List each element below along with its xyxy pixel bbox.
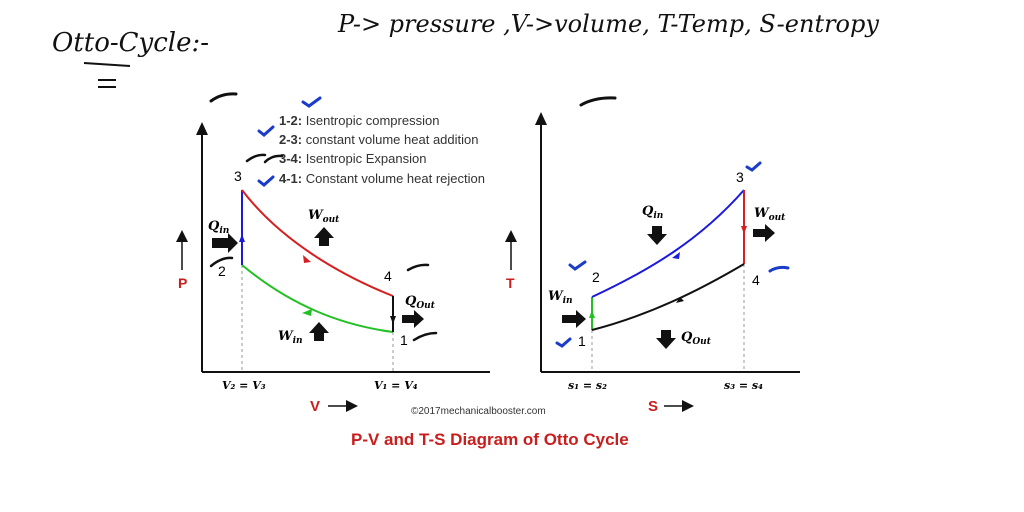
ts-point-4: 4 [752, 272, 760, 288]
ts-heat-addition-curve [591, 189, 745, 298]
pv-point-1: 1 [400, 332, 408, 348]
ts-expansion-arrow [741, 226, 747, 234]
annotation-check [568, 260, 587, 271]
ts-tick-right: s₃ = s₄ [724, 379, 763, 392]
pv-q-in-arrow [212, 233, 238, 253]
pv-tick-right: V₁ = V₄ [374, 379, 418, 392]
pv-q-in-label: Qin [208, 219, 229, 236]
ts-point-1: 1 [578, 333, 586, 349]
ts-tick-left: s₁ = s₂ [568, 379, 607, 392]
pv-w-out-arrow [314, 227, 334, 246]
handwritten-title: Otto-Cycle:- [52, 28, 210, 58]
annotation-check [257, 125, 275, 137]
pv-w-out-label: Wout [308, 208, 340, 225]
diagram-caption: P-V and T-S Diagram of Otto Cycle [351, 430, 629, 449]
pv-x-axis-label: V [310, 398, 320, 415]
ts-w-in-arrow [562, 310, 586, 328]
ts-point-2: 2 [592, 269, 600, 285]
pv-w-in-label: Win [278, 329, 303, 346]
ts-diagram: 1 2 3 4 T S s₁ = s₂ s₃ = s₄ Qin Wout QOu… [505, 112, 800, 415]
annotation-dash [209, 256, 234, 268]
annotation-check [768, 265, 790, 273]
title-underline [83, 62, 131, 67]
ts-q-out-arrow [656, 330, 676, 349]
annotation-dash [579, 96, 617, 107]
pv-point-2: 2 [218, 263, 226, 279]
annotation-dash [209, 92, 238, 103]
ts-point-3: 3 [736, 169, 744, 185]
annotation-check [745, 161, 762, 172]
annotation-check [301, 96, 322, 108]
pv-y-axis-label: P [178, 275, 187, 291]
pv-point-3: 3 [234, 168, 242, 184]
ts-heat-rejection-arrow [676, 297, 684, 303]
copyright-text: ©2017mechanicalbooster.com [411, 406, 546, 417]
pv-q-out-label: QOut [405, 294, 436, 311]
ts-x-axis-label: S [648, 398, 658, 415]
title-double-underline [98, 79, 116, 88]
ts-q-in-arrow [647, 226, 667, 245]
pv-y-arrowhead [196, 122, 208, 135]
pv-q-out-arrow [402, 310, 424, 328]
pv-heat-rejection-arrow [390, 316, 396, 324]
pv-compression-arrow [302, 309, 312, 316]
ts-y-arrowhead [535, 112, 547, 125]
pv-compression-curve [241, 264, 394, 333]
legend-item-1-2: 1-2: Isentropic compression [279, 113, 439, 128]
ts-heat-addition-arrow [672, 252, 680, 259]
legend-item-4-1: 4-1: Constant volume heat rejection [279, 171, 485, 186]
ts-compression-arrow [589, 310, 595, 318]
legend-item-2-3: 2-3: constant volume heat addition [279, 132, 478, 147]
pv-tick-left: V₂ = V₃ [222, 379, 266, 392]
ts-q-in-label: Qin [642, 204, 663, 221]
pv-diagram: 1 2 3 4 P V V₂ = V₃ V₁ = V₄ Qin Wout QOu… [176, 122, 490, 415]
ts-w-out-label: Wout [754, 206, 786, 223]
pv-heat-addition-arrow [239, 234, 245, 242]
pv-expansion-curve [241, 189, 394, 297]
legend-item-3-4: 3-4: Isentropic Expansion [279, 151, 426, 166]
ts-w-out-arrow [753, 224, 775, 242]
handwritten-annotations [209, 92, 790, 348]
annotation-dash [263, 154, 284, 164]
ts-w-in-label: Win [548, 289, 573, 306]
annotation-dash [245, 153, 267, 163]
annotation-check [257, 175, 275, 187]
pv-point-4: 4 [384, 268, 392, 284]
annotation-dash [406, 263, 430, 272]
annotation-dash [412, 331, 438, 342]
ts-q-out-label: QOut [681, 330, 712, 347]
pv-w-in-arrow [309, 322, 329, 341]
handwritten-variable-legend: P-> pressure ,V->volume, T-Temp, S-entro… [338, 10, 879, 38]
process-legend: 1-2: Isentropic compression 2-3: constan… [279, 113, 485, 186]
annotation-check [555, 337, 572, 348]
ts-heat-rejection-curve [591, 263, 745, 331]
ts-y-axis-label: T [506, 275, 515, 291]
pv-expansion-arrow [303, 255, 311, 263]
